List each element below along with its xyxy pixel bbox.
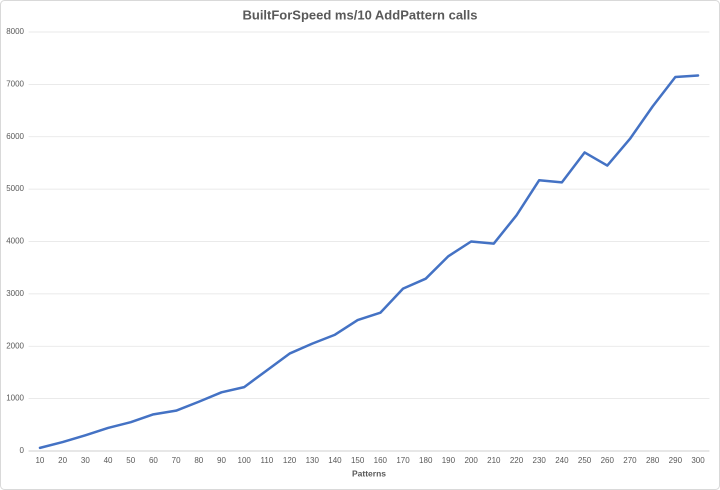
y-tick-label: 0	[20, 446, 25, 455]
y-tick-label: 7000	[6, 79, 24, 88]
x-tick-label: 110	[260, 456, 273, 465]
x-tick-label: 270	[623, 456, 637, 465]
x-tick-label: 20	[58, 456, 67, 465]
y-tick-label: 1000	[6, 394, 24, 403]
x-tick-label: 60	[149, 456, 158, 465]
x-tick-label: 250	[578, 456, 592, 465]
y-tick-label: 4000	[6, 237, 24, 246]
x-tick-label: 200	[464, 456, 478, 465]
x-tick-label: 150	[351, 456, 365, 465]
x-tick-label: 300	[691, 456, 705, 465]
x-tick-label: 50	[126, 456, 135, 465]
x-tick-label: 30	[81, 456, 90, 465]
y-tick-label: 6000	[6, 132, 24, 141]
x-tick-label: 180	[419, 456, 433, 465]
y-tick-label: 2000	[6, 341, 24, 350]
x-tick-label: 190	[442, 456, 456, 465]
x-tick-label: 120	[283, 456, 297, 465]
x-tick-label: 290	[669, 456, 683, 465]
data-line	[38, 74, 700, 450]
x-tick-label: 40	[104, 456, 113, 465]
chart-title: BuiltForSpeed ms/10 AddPattern calls	[242, 7, 477, 22]
x-tick-label: 140	[328, 456, 342, 465]
x-tick-label: 280	[646, 456, 660, 465]
x-tick-label: 170	[396, 456, 410, 465]
x-tick-label: 260	[601, 456, 615, 465]
x-tick-label: 220	[510, 456, 524, 465]
x-tick-label: 210	[487, 456, 501, 465]
y-tick-label: 3000	[6, 289, 24, 298]
x-tick-label: 70	[172, 456, 181, 465]
x-tick-label: 160	[374, 456, 388, 465]
y-tick-label: 5000	[6, 184, 24, 193]
x-tick-label: 10	[35, 456, 44, 465]
x-axis-title: Patterns	[352, 468, 386, 478]
x-tick-label: 80	[194, 456, 203, 465]
x-tick-label: 240	[555, 456, 569, 465]
x-tick-label: 90	[217, 456, 226, 465]
x-tick-label: 230	[533, 456, 547, 465]
x-tick-label: 130	[306, 456, 320, 465]
y-tick-label: 8000	[6, 27, 24, 36]
x-tick-label: 100	[238, 456, 252, 465]
